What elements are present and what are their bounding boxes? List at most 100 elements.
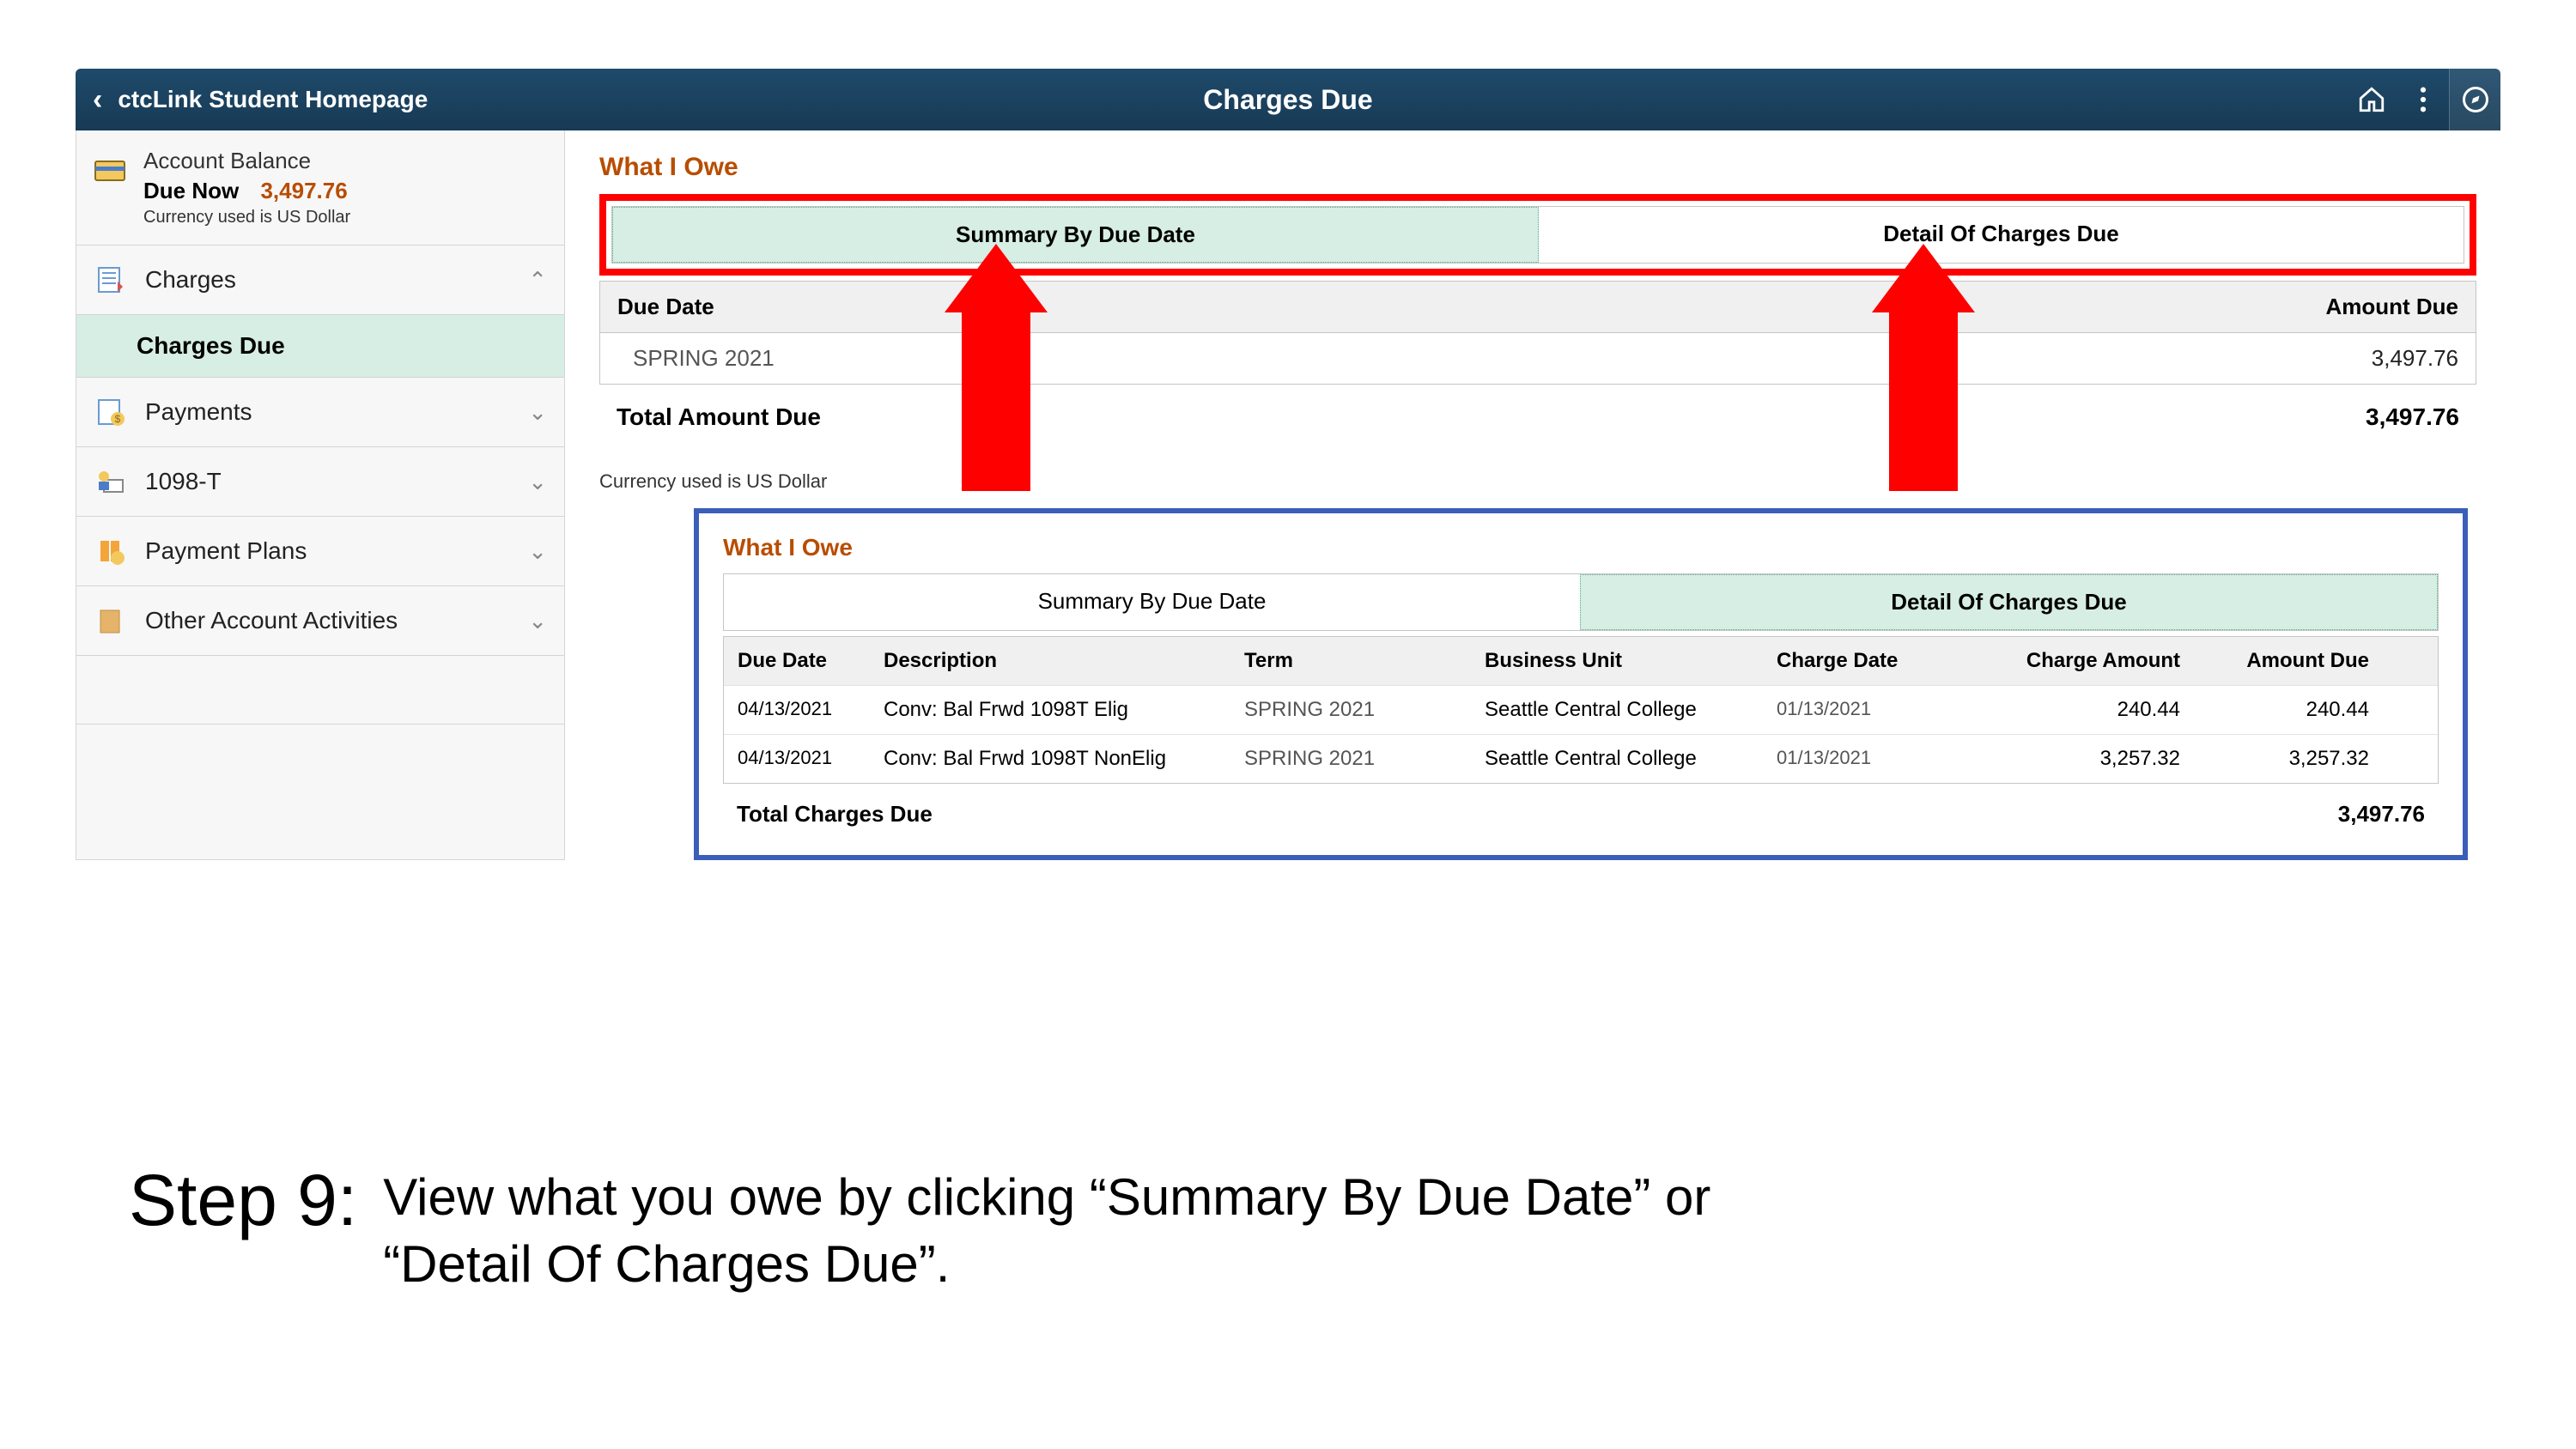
instr-after: . bbox=[936, 1235, 951, 1293]
chevron-down-icon: ⌄ bbox=[528, 538, 547, 565]
col-due-date: Due Date bbox=[738, 649, 884, 673]
detail-tab-detail[interactable]: Detail Of Charges Due bbox=[1580, 574, 2438, 630]
col-amount-due: Amount Due bbox=[2180, 649, 2369, 673]
total-label: Total Amount Due bbox=[617, 403, 2236, 431]
account-balance-text: Account Balance Due Now 3,497.76 Currenc… bbox=[143, 146, 350, 229]
detail-tab-row: Summary By Due Date Detail Of Charges Du… bbox=[723, 573, 2439, 631]
section-title: What I Owe bbox=[599, 153, 2476, 182]
sidebar-item-label: Charges bbox=[145, 266, 236, 294]
app-window: ‹ ctcLink Student Homepage Charges Due bbox=[76, 69, 2500, 860]
cell-charge-amount: 3,257.32 bbox=[1957, 747, 2180, 771]
sidebar-item-payment-plans[interactable]: Payment Plans ⌄ bbox=[76, 517, 564, 586]
tab-row: Summary By Due Date Detail Of Charges Du… bbox=[611, 206, 2464, 264]
tab-highlight-box: Summary By Due Date Detail Of Charges Du… bbox=[599, 194, 2476, 276]
cell-due-date: 04/13/2021 bbox=[738, 698, 884, 722]
folder-icon bbox=[94, 603, 128, 638]
cell-charge-amount: 240.44 bbox=[1957, 698, 2180, 722]
col-amount-due: Amount Due bbox=[2235, 294, 2458, 320]
tab-detail-of-charges-due[interactable]: Detail Of Charges Due bbox=[1539, 207, 2464, 263]
detail-total-row: Total Charges Due 3,497.76 bbox=[723, 784, 2439, 834]
col-description: Description bbox=[884, 649, 1244, 673]
currency-note: Currency used is US Dollar bbox=[143, 206, 350, 229]
chevron-down-icon: ⌄ bbox=[528, 399, 547, 426]
main-content: What I Owe Summary By Due Date Detail Of… bbox=[565, 130, 2500, 860]
col-business-unit: Business Unit bbox=[1485, 649, 1777, 673]
total-row: Total Amount Due 3,497.76 bbox=[599, 385, 2476, 440]
instr-mid: or bbox=[1650, 1168, 1710, 1226]
col-term: Term bbox=[1244, 649, 1485, 673]
sidebar-subitem-charges-due[interactable]: Charges Due bbox=[76, 315, 564, 378]
due-now-amount: 3,497.76 bbox=[260, 178, 347, 203]
back-button[interactable]: ‹ ctcLink Student Homepage bbox=[76, 69, 445, 130]
col-charge-date: Charge Date bbox=[1777, 649, 1957, 673]
instruction-block: Step 9: View what you owe by clicking “S… bbox=[129, 1159, 2473, 1298]
sidebar-item-other-activities[interactable]: Other Account Activities ⌄ bbox=[76, 586, 564, 656]
cell-amount: 3,497.76 bbox=[2235, 345, 2458, 372]
tab-summary-by-due-date[interactable]: Summary By Due Date bbox=[612, 207, 1539, 263]
payment-plans-icon bbox=[94, 534, 128, 568]
cell-term: SPRING 2021 bbox=[1244, 747, 1485, 771]
detail-total-amount: 3,497.76 bbox=[2236, 801, 2425, 828]
table-header: Due Date Amount Due bbox=[600, 282, 2476, 333]
sidebar-item-label: Other Account Activities bbox=[145, 607, 398, 634]
cell-charge-date: 01/13/2021 bbox=[1777, 698, 1957, 722]
sidebar-item-label: Payment Plans bbox=[145, 537, 307, 565]
detail-total-label: Total Charges Due bbox=[737, 801, 2236, 828]
form-icon bbox=[94, 464, 128, 499]
detail-table: Due Date Description Term Business Unit … bbox=[723, 636, 2439, 784]
sidebar-item-charges[interactable]: Charges ⌃ bbox=[76, 246, 564, 315]
wallet-icon bbox=[92, 151, 130, 189]
back-label: ctcLink Student Homepage bbox=[118, 86, 428, 113]
instr-quote2: “Detail Of Charges Due” bbox=[383, 1235, 936, 1293]
cell-business-unit: Seattle Central College bbox=[1485, 698, 1777, 722]
sidebar: Account Balance Due Now 3,497.76 Currenc… bbox=[76, 130, 565, 860]
sidebar-item-payments[interactable]: $ Payments ⌄ bbox=[76, 378, 564, 447]
sidebar-item-label: 1098-T bbox=[145, 468, 222, 495]
charges-icon bbox=[94, 263, 128, 297]
currency-note-main: Currency used is US Dollar bbox=[599, 470, 2476, 493]
detail-section-title: What I Owe bbox=[723, 534, 2439, 561]
sidebar-item-1098t[interactable]: 1098-T ⌄ bbox=[76, 447, 564, 517]
summary-table: Due Date Amount Due SPRING 2021 3,497.76 bbox=[599, 281, 2476, 385]
instr-quote1: “Summary By Due Date” bbox=[1090, 1168, 1651, 1226]
cell-description: Conv: Bal Frwd 1098T NonElig bbox=[884, 747, 1244, 771]
payments-icon: $ bbox=[94, 395, 128, 429]
col-due-date: Due Date bbox=[617, 294, 2235, 320]
instr-before: View what you owe by clicking bbox=[383, 1168, 1090, 1226]
chevron-up-icon: ⌃ bbox=[528, 267, 547, 294]
cell-term: SPRING 2021 bbox=[617, 345, 2235, 372]
sidebar-item-label: Payments bbox=[145, 398, 252, 426]
more-icon[interactable] bbox=[2397, 69, 2449, 130]
chevron-left-icon: ‹ bbox=[93, 83, 102, 117]
cell-charge-date: 01/13/2021 bbox=[1777, 747, 1957, 771]
body-row: Account Balance Due Now 3,497.76 Currenc… bbox=[76, 130, 2500, 860]
topbar-icons bbox=[2346, 69, 2500, 130]
svg-text:$: $ bbox=[115, 413, 121, 425]
col-charge-amount: Charge Amount bbox=[1957, 649, 2180, 673]
table-row[interactable]: 04/13/2021 Conv: Bal Frwd 1098T Elig SPR… bbox=[724, 686, 2438, 735]
cell-due-date: 04/13/2021 bbox=[738, 747, 884, 771]
chevron-down-icon: ⌄ bbox=[528, 469, 547, 495]
home-icon[interactable] bbox=[2346, 69, 2397, 130]
account-balance-label: Account Balance bbox=[143, 146, 350, 176]
chevron-down-icon: ⌄ bbox=[528, 608, 547, 634]
cell-description: Conv: Bal Frwd 1098T Elig bbox=[884, 698, 1244, 722]
detail-table-header: Due Date Description Term Business Unit … bbox=[724, 637, 2438, 686]
table-row[interactable]: SPRING 2021 3,497.76 bbox=[600, 333, 2476, 384]
step-label: Step 9: bbox=[129, 1159, 357, 1242]
detail-tab-summary[interactable]: Summary By Due Date bbox=[724, 574, 1580, 630]
total-amount: 3,497.76 bbox=[2236, 403, 2459, 431]
cell-amount-due: 240.44 bbox=[2180, 698, 2369, 722]
detail-panel: What I Owe Summary By Due Date Detail Of… bbox=[694, 508, 2468, 860]
topbar: ‹ ctcLink Student Homepage Charges Due bbox=[76, 69, 2500, 130]
cell-term: SPRING 2021 bbox=[1244, 698, 1485, 722]
cell-business-unit: Seattle Central College bbox=[1485, 747, 1777, 771]
account-balance-box: Account Balance Due Now 3,497.76 Currenc… bbox=[76, 130, 564, 246]
compass-icon[interactable] bbox=[2449, 69, 2500, 130]
sidebar-subitem-label: Charges Due bbox=[137, 332, 285, 359]
cell-amount-due: 3,257.32 bbox=[2180, 747, 2369, 771]
table-row[interactable]: 04/13/2021 Conv: Bal Frwd 1098T NonElig … bbox=[724, 735, 2438, 783]
due-now-label: Due Now bbox=[143, 178, 239, 203]
step-text: View what you owe by clicking “Summary B… bbox=[383, 1159, 1710, 1298]
sidebar-spacer bbox=[76, 656, 564, 724]
